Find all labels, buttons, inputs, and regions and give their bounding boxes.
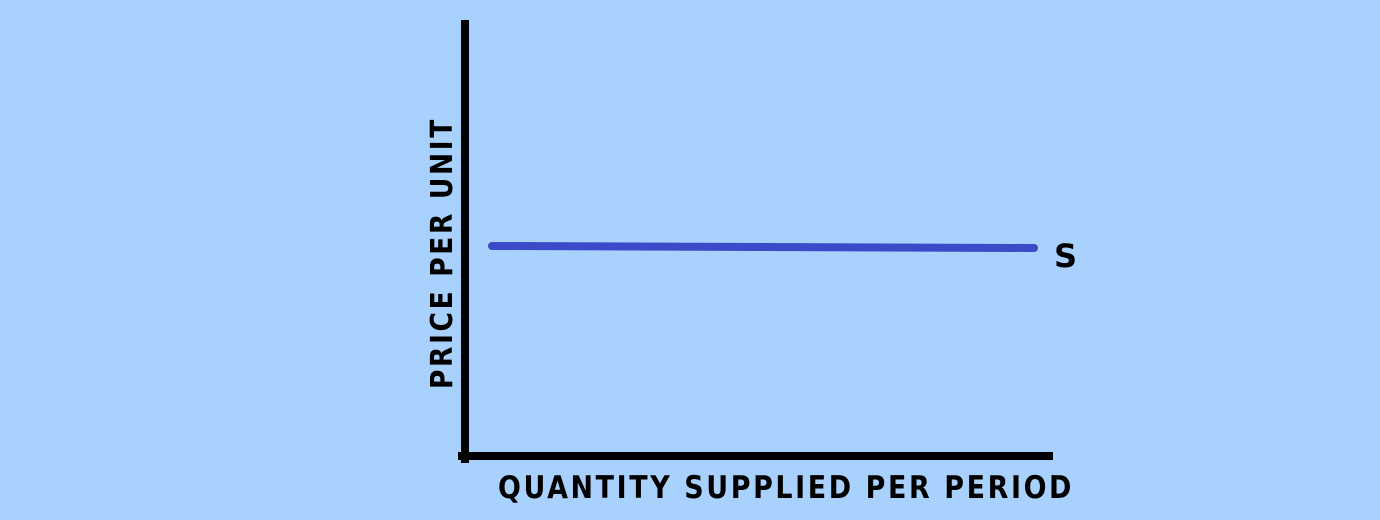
supply-curve-label: S <box>1054 237 1080 275</box>
y-axis-label: PRICE PER UNIT <box>425 117 460 389</box>
x-axis-label: QUANTITY SUPPLIED PER PERIOD <box>498 470 1074 506</box>
supply-curve <box>488 242 1038 252</box>
